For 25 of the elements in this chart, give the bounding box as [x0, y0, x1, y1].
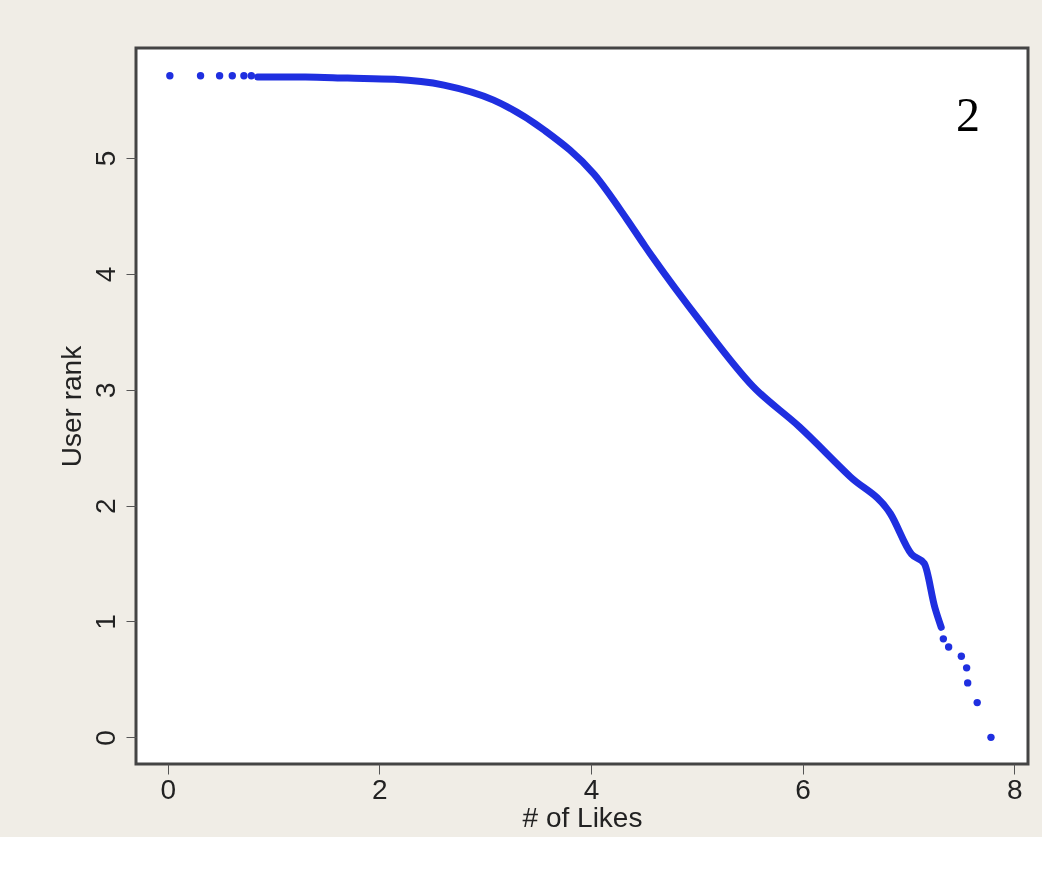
point	[196, 72, 205, 80]
y-tick-label: 1	[89, 614, 121, 630]
point	[240, 72, 248, 80]
point	[963, 679, 972, 687]
y-axis-title: User rank	[55, 344, 87, 468]
x-tick-label: 0	[160, 773, 177, 805]
point	[228, 72, 236, 80]
point	[987, 733, 995, 742]
y-tick-label: 2	[89, 498, 121, 514]
point	[957, 652, 966, 660]
x-tick-label: 6	[795, 773, 811, 805]
point	[166, 72, 174, 80]
x-tick-label: 8	[1006, 773, 1023, 805]
y-tick-label: 5	[89, 150, 121, 167]
y-tick-label: 0	[89, 730, 121, 746]
annotation: 2	[956, 88, 980, 141]
y-tick-label: 3	[89, 382, 121, 399]
point	[215, 72, 224, 80]
point	[962, 664, 971, 672]
x-tick-label: 2	[372, 773, 388, 805]
point	[944, 643, 953, 651]
y-tick-label: 4	[89, 266, 121, 283]
point	[973, 698, 981, 707]
point	[247, 72, 256, 80]
point	[939, 635, 948, 643]
